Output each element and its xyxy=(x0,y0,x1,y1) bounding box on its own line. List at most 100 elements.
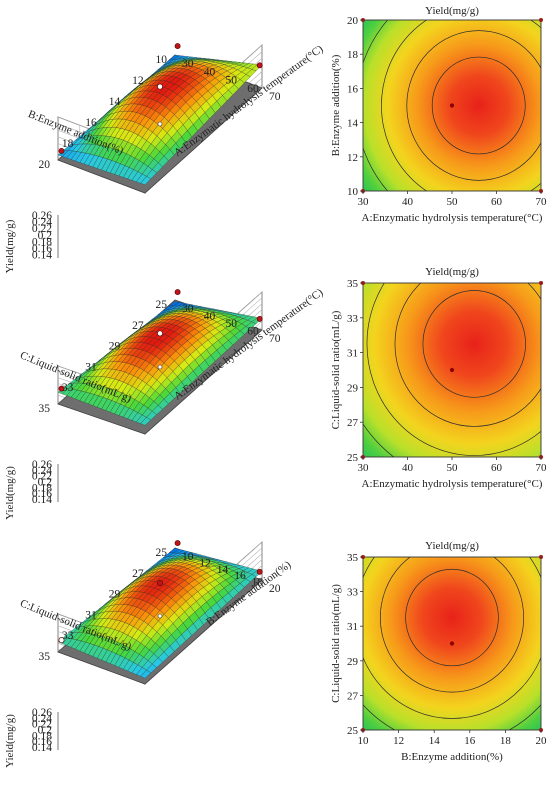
x-tick-label: 50 xyxy=(447,196,459,208)
z-tick-label: 0.18 xyxy=(32,730,52,742)
design-point xyxy=(157,83,163,90)
design-point xyxy=(449,367,455,373)
design-point-floor xyxy=(157,364,163,370)
design-point xyxy=(174,289,181,296)
contour-title: Yield(mg/g) xyxy=(425,5,479,17)
y-tick-label: 12 xyxy=(347,152,358,164)
x-tick-label: 60 xyxy=(491,462,503,474)
x-axis-label: B:Enzyme addition(%) xyxy=(401,751,503,763)
z-tick-label: 0.26 xyxy=(32,459,52,471)
x-tick-label: 30 xyxy=(182,58,194,70)
x-axis-label: A:Enzymatic hydrolysis temperature(°C) xyxy=(362,212,543,224)
design-point xyxy=(58,147,65,154)
y-tick-label: 29 xyxy=(109,589,121,601)
y-tick-label: 33 xyxy=(347,313,359,325)
x-axis-label: A:Enzymatic hydrolysis temperature(°C) xyxy=(362,478,543,490)
z-tick-label: 0.22 xyxy=(32,223,52,235)
x-tick-label: 16 xyxy=(464,735,476,747)
y-tick-label: 27 xyxy=(132,568,144,580)
x-tick-label: 70 xyxy=(269,333,281,345)
x-tick-label: 70 xyxy=(536,462,548,474)
contour-title: Yield(mg/g) xyxy=(425,266,479,278)
y-tick-label: 29 xyxy=(347,382,359,394)
y-tick-label: 20 xyxy=(347,15,359,27)
x-tick-label: 40 xyxy=(204,66,216,78)
x-tick-label: 50 xyxy=(447,462,459,474)
z-axis-label: Yield(mg/g) xyxy=(4,466,16,520)
surface-plot-5: 0.140.160.180.20.220.240.26 Yield(mg/g) 10… xyxy=(4,540,294,768)
z-tick-label: 0.26 xyxy=(32,707,52,719)
contour-line xyxy=(363,557,541,719)
z-tick-label: 0.24 xyxy=(32,465,52,477)
y-tick-label: 25 xyxy=(347,452,359,464)
contour-title: Yield(mg/g) xyxy=(425,540,479,552)
response-surface xyxy=(57,547,263,679)
design-point xyxy=(157,330,163,337)
y-tick-label: 27 xyxy=(347,690,359,702)
y-tick-label: 14 xyxy=(109,96,121,108)
y-tick-label: 31 xyxy=(85,609,97,621)
y-tick-label: 31 xyxy=(85,361,97,373)
design-point xyxy=(539,281,543,285)
z-axis-label: Yield(mg/g) xyxy=(4,714,16,768)
design-point xyxy=(449,103,455,108)
y-tick-label: 16 xyxy=(85,117,97,129)
y-tick-label: 31 xyxy=(347,621,358,633)
contour-line xyxy=(431,56,526,155)
y-tick-label: 18 xyxy=(347,49,359,61)
design-point xyxy=(539,18,543,22)
y-tick-label: 35 xyxy=(347,552,359,564)
y-axis-label: C:Liquid-solid ratio(mL/g) xyxy=(330,584,342,703)
x-tick-label: 40 xyxy=(402,196,414,208)
y-axis-label: C:Liquid-solid ratio(mL/g) xyxy=(330,310,342,429)
y-tick-label: 12 xyxy=(132,75,144,87)
z-tick-label: 0.24 xyxy=(32,713,52,725)
y-tick-label: 33 xyxy=(62,382,74,394)
y-axis-label: B:Enzyme addition(%) xyxy=(330,54,342,156)
z-tick-label: 0.18 xyxy=(32,236,52,248)
design-point-floor xyxy=(157,613,163,619)
y-tick-label: 25 xyxy=(156,547,168,559)
x-tick-label: 12 xyxy=(199,557,211,569)
design-point xyxy=(539,555,543,559)
z-tick-label: 0.14 xyxy=(32,250,52,262)
z-tick-label: 0.2 xyxy=(38,725,53,737)
contour-line xyxy=(394,283,541,427)
x-tick-label: 70 xyxy=(536,196,548,208)
y-tick-label: 25 xyxy=(347,725,359,737)
x-tick-label: 12 xyxy=(393,735,404,747)
z-tick-label: 0.18 xyxy=(32,482,52,494)
design-point xyxy=(174,43,181,50)
x-tick-label: 30 xyxy=(182,303,194,315)
z-tick-label: 0.22 xyxy=(32,719,52,731)
z-tick-label: 0.26 xyxy=(32,210,52,222)
y-tick-label: 35 xyxy=(347,278,359,290)
surface-plot-1: 0.140.160.180.20.220.240.26 Yield(mg/g) 30… xyxy=(4,43,326,274)
y-tick-label: 33 xyxy=(62,630,74,642)
x-tick-label: 14 xyxy=(217,564,229,576)
response-surface xyxy=(57,54,263,185)
x-tick-label: 50 xyxy=(226,75,238,87)
x-tick-label: 60 xyxy=(247,83,259,95)
y-tick-label: 27 xyxy=(132,320,144,332)
design-point xyxy=(58,637,65,644)
x-tick-label: 14 xyxy=(429,735,441,747)
y-tick-label: 29 xyxy=(347,656,359,668)
contour-plot-2: 30 40 50 60 70 10 12 14 16 18 20 Yield(mg/g) A:Enzym… xyxy=(330,5,548,224)
z-tick-label: 0.16 xyxy=(32,488,52,500)
design-point xyxy=(157,580,163,586)
x-tick-label: 18 xyxy=(252,577,264,589)
x-tick-label: 60 xyxy=(247,326,259,338)
design-point xyxy=(256,568,263,575)
y-tick-label: 31 xyxy=(347,348,358,360)
z-tick-label: 0.16 xyxy=(32,243,52,255)
z-tick-label: 0.2 xyxy=(38,230,53,242)
x-tick-label: 20 xyxy=(269,583,281,595)
x-tick-label: 30 xyxy=(358,196,370,208)
z-tick-label: 0.2 xyxy=(38,477,53,489)
y-tick-label: 20 xyxy=(39,159,51,171)
y-tick-label: 35 xyxy=(39,403,51,415)
contour-line xyxy=(422,290,526,398)
x-tick-label: 16 xyxy=(234,570,246,582)
